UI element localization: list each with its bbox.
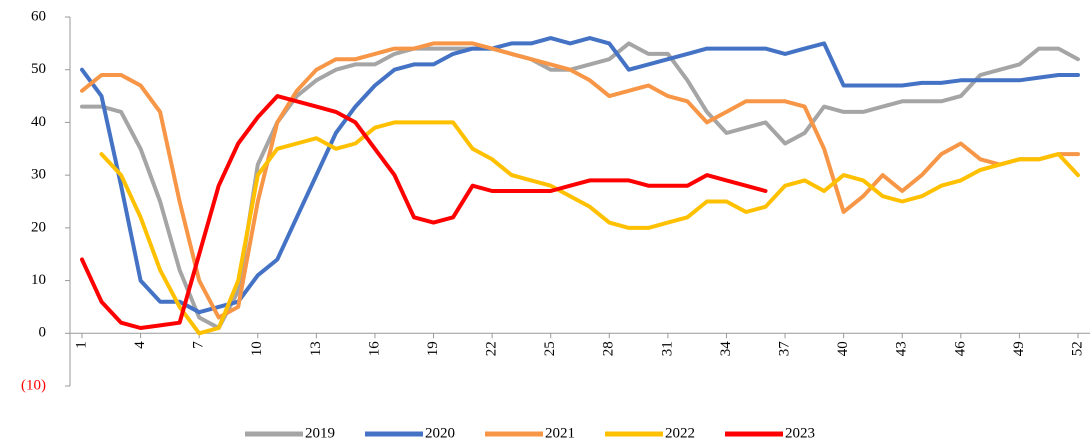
x-tick-label: 43 bbox=[894, 341, 910, 356]
x-tick-label: 37 bbox=[776, 341, 792, 357]
x-tick-label: 46 bbox=[952, 341, 968, 357]
series-line bbox=[80, 94, 768, 330]
x-tick-label: 10 bbox=[249, 341, 265, 356]
x-tick-label: 52 bbox=[1069, 341, 1085, 356]
y-tick-label: 20 bbox=[31, 219, 46, 235]
x-tick-label: 7 bbox=[191, 341, 207, 349]
y-tick-label: 0 bbox=[39, 325, 47, 341]
legend-label: 2022 bbox=[665, 425, 695, 441]
x-tick-label: 49 bbox=[1011, 341, 1027, 356]
x-tick-label: 16 bbox=[366, 341, 382, 357]
x-tick-label: 4 bbox=[132, 341, 148, 349]
y-tick-label: (10) bbox=[21, 377, 46, 393]
series-line bbox=[80, 41, 1080, 320]
series-line bbox=[99, 120, 1080, 336]
x-tick-label: 22 bbox=[484, 341, 500, 356]
legend-label: 2020 bbox=[425, 425, 455, 441]
y-tick-label: 60 bbox=[31, 8, 46, 24]
x-tick-label: 25 bbox=[542, 341, 558, 356]
x-tick-label: 28 bbox=[601, 341, 617, 356]
series-line bbox=[80, 41, 1080, 330]
x-tick-label: 1 bbox=[73, 341, 89, 349]
x-tick-label: 13 bbox=[308, 341, 324, 356]
legend-label: 2021 bbox=[545, 425, 575, 441]
legend-label: 2019 bbox=[305, 425, 335, 441]
y-tick-label: 50 bbox=[31, 61, 46, 77]
x-tick-label: 19 bbox=[425, 341, 441, 356]
y-tick-label: 10 bbox=[31, 272, 46, 288]
legend-label: 2023 bbox=[785, 425, 815, 441]
x-tick-label: 34 bbox=[718, 341, 734, 357]
x-tick-label: 31 bbox=[659, 341, 675, 356]
series-line bbox=[80, 36, 1080, 315]
y-tick-label: 40 bbox=[31, 114, 46, 130]
x-tick-label: 40 bbox=[835, 341, 851, 356]
y-tick-label: 30 bbox=[31, 167, 46, 183]
